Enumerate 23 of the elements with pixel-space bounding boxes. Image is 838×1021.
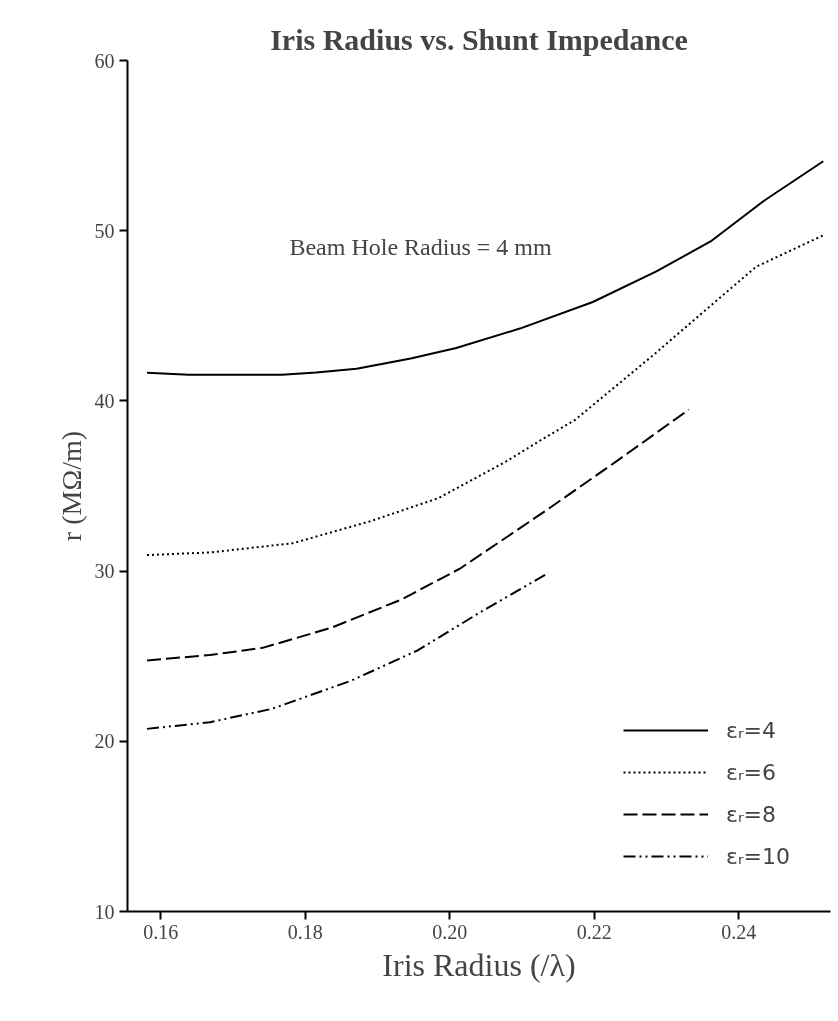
y-tick-label: 60: [94, 49, 115, 72]
x-tick-label: 0.24: [721, 920, 757, 943]
y-axis-title: r (MΩ/m): [55, 430, 87, 542]
legend-label: εᵣ=10: [725, 843, 790, 869]
y-tick-label: 30: [94, 560, 115, 583]
x-tick-label: 0.20: [432, 920, 468, 943]
x-tick-label: 0.22: [576, 920, 612, 943]
y-tick-label: 50: [94, 219, 115, 242]
y-tick-label: 40: [94, 389, 115, 412]
x-tick-label: 0.16: [143, 920, 179, 943]
chart-title: Iris Radius vs. Shunt Impedance: [270, 22, 688, 56]
y-tick-label: 10: [94, 900, 115, 923]
x-tick-label: 0.18: [287, 920, 323, 943]
line-series: [146, 233, 826, 557]
annotation: Beam Hole Radius = 4 mm: [289, 233, 552, 260]
line-series: [146, 160, 825, 376]
x-axis-title: Iris Radius (/λ): [382, 946, 576, 983]
line-series: [146, 408, 690, 662]
y-tick-label: 20: [94, 730, 115, 753]
legend-label: εᵣ=6: [725, 759, 776, 785]
legend-label: εᵣ=8: [725, 801, 776, 827]
legend-label: εᵣ=4: [725, 717, 776, 743]
line-series: [146, 571, 550, 730]
